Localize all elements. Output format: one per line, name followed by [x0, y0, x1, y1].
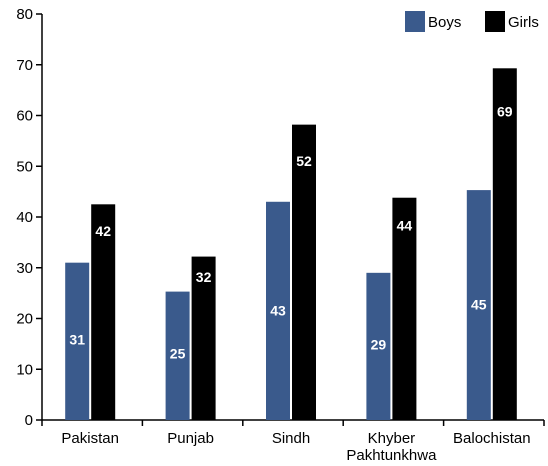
legend-label-girls: Girls	[508, 14, 539, 31]
y-tick-label: 10	[16, 361, 33, 378]
y-tick-label: 40	[16, 209, 33, 226]
y-tick-label: 50	[16, 158, 33, 175]
x-category-label: Pakistan	[61, 430, 119, 447]
legend: Boys Girls	[405, 11, 539, 32]
bar-girls-pakistan	[91, 204, 116, 420]
bars: 31 42 25 32 43 52 29 44 45 69	[65, 68, 517, 421]
y-tick-label: 70	[16, 57, 33, 74]
bar-boys-khyber-pakhtunkhwa	[366, 272, 391, 420]
y-tick-label: 0	[25, 412, 33, 429]
data-label: 25	[170, 345, 186, 361]
data-label: 32	[196, 269, 212, 285]
data-label: 44	[397, 217, 413, 233]
data-label: 45	[471, 297, 487, 313]
legend-label-boys: Boys	[428, 14, 461, 31]
x-axis: Pakistan Punjab Sindh Khyber Pakhtunkhwa Balo…	[41, 419, 545, 464]
x-category-label: Sindh	[272, 430, 310, 447]
bar-girls-balochistan	[492, 68, 517, 421]
bar-girls-sindh	[292, 124, 316, 420]
data-label: 69	[497, 104, 513, 120]
y-tick-label: 30	[16, 260, 33, 277]
x-category-label: Punjab	[167, 430, 214, 447]
data-label: 31	[69, 331, 85, 347]
bar-boys-punjab	[165, 291, 190, 420]
data-label: 43	[270, 302, 286, 318]
x-category-label: Khyber Pakhtunkhwa	[346, 430, 437, 464]
data-label: 42	[95, 223, 111, 239]
bar-girls-punjab	[191, 256, 216, 420]
data-label: 52	[296, 153, 312, 169]
x-category-label: Balochistan	[453, 430, 531, 447]
legend-swatch-girls	[485, 11, 505, 32]
y-tick-label: 60	[16, 108, 33, 125]
y-tick-label: 20	[16, 311, 33, 328]
y-axis: 0 10 20 30 40 50 60 70 80	[16, 6, 43, 429]
bar-boys-balochistan	[466, 190, 491, 420]
bar-girls-khyber-pakhtunkhwa	[392, 197, 417, 420]
bar-boys-sindh	[266, 201, 290, 420]
data-label: 29	[371, 336, 387, 352]
bar-boys-pakistan	[65, 262, 90, 420]
legend-swatch-boys	[405, 11, 425, 32]
y-tick-label: 80	[16, 6, 33, 23]
